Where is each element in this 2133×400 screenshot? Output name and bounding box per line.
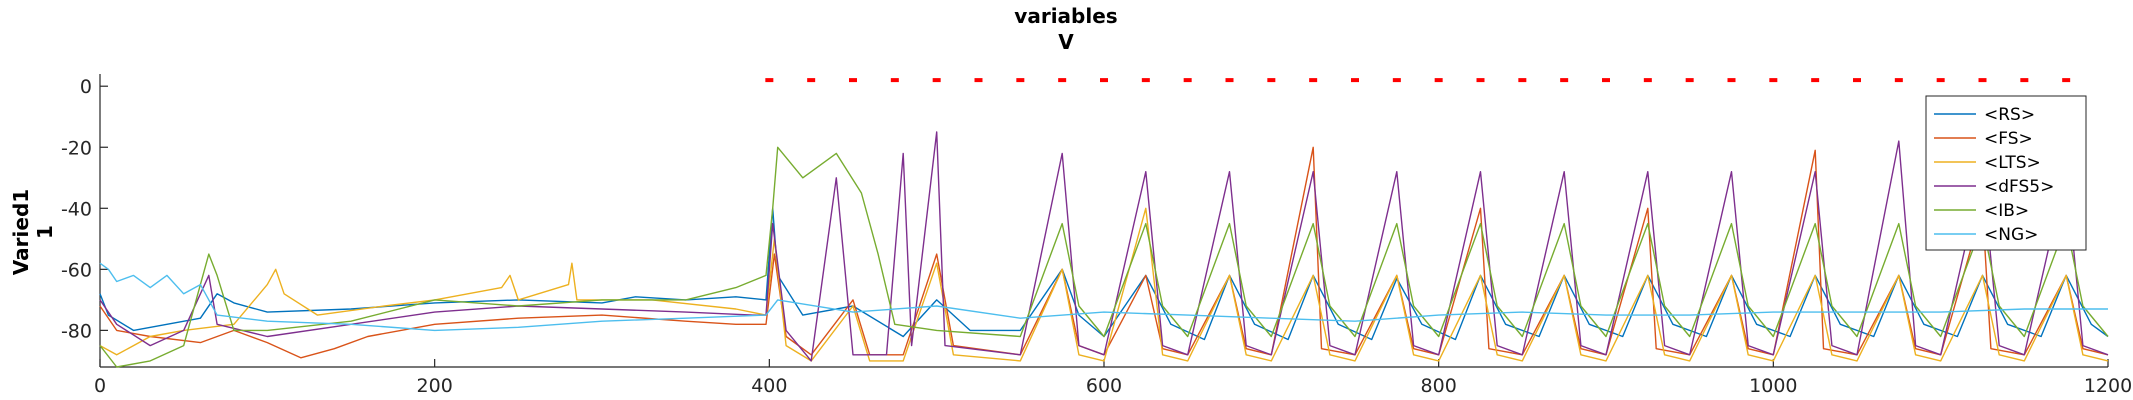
y-tick-label: -40: [61, 198, 92, 220]
legend-box: [1925, 95, 2087, 251]
legend-entry: <dFS5>: [1984, 177, 2054, 197]
series-lines: [99, 131, 2109, 368]
series-line-0: [99, 207, 2109, 341]
legend-entry: <NG>: [1984, 225, 2038, 245]
chart-title: variables: [1014, 4, 1117, 28]
x-tick-label: 1200: [2084, 375, 2132, 397]
legend: <RS> <FS> <LTS> <dFS5> <IB> <NG>: [1925, 95, 2087, 251]
y-axis-label-main: Varied1: [9, 189, 33, 275]
x-tick-label: 600: [1086, 375, 1122, 397]
x-tick-label: 1000: [1749, 375, 1797, 397]
legend-entry: <FS>: [1984, 129, 2033, 149]
y-tick-label: 0: [80, 76, 92, 98]
x-tick-label: 800: [1421, 375, 1457, 397]
series-line-1: [99, 146, 2109, 359]
y-tick-label: -60: [61, 259, 92, 281]
y-tick-label: -80: [61, 320, 92, 342]
x-tick-label: 400: [751, 375, 787, 397]
legend-entry: <LTS>: [1984, 153, 2041, 173]
x-tick-label: 200: [417, 375, 453, 397]
series-line-3: [99, 131, 2109, 362]
y-axis-label-sub: 1: [33, 225, 57, 239]
legend-entry: <IB>: [1984, 201, 2029, 221]
legend-entry: <RS>: [1984, 105, 2035, 125]
series-line-2: [99, 207, 2109, 362]
chart-subtitle: V: [1058, 30, 1074, 54]
axes: 0 200 400 600 800 1000 1200 0 -20 -40 -60 -80: [61, 74, 2132, 397]
series-line-5: [99, 262, 2108, 332]
series-line-4: [99, 146, 2109, 368]
y-axis-label: Varied1 1: [9, 189, 57, 275]
x-tick-label: 0: [94, 375, 106, 397]
y-tick-label: -20: [61, 137, 92, 159]
